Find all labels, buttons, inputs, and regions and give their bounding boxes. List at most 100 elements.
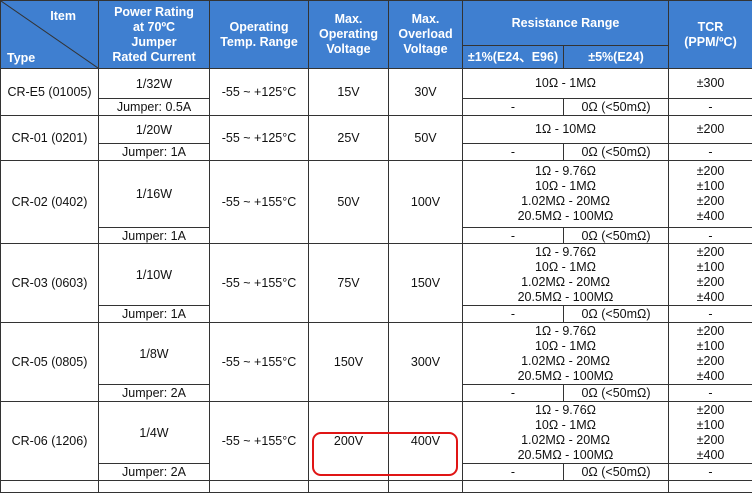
partial-cell xyxy=(0,480,99,493)
jumper-res-1pct: - xyxy=(462,305,564,323)
item-type-header: Item Type xyxy=(0,0,99,69)
partial-cell xyxy=(388,480,463,493)
range-line: 10Ω - 1MΩ xyxy=(534,338,597,353)
temp-cell: -55 ~ +155°C xyxy=(209,243,309,323)
tcr-line: ±400 xyxy=(696,289,725,304)
jumper-res-1pct: - xyxy=(462,227,564,244)
max-operating-cell: 200V xyxy=(308,401,389,481)
range-line: 1.02MΩ - 20MΩ xyxy=(521,274,610,289)
jumper-cell: Jumper: 1A xyxy=(98,227,210,244)
tcr-line: ±400 xyxy=(696,447,725,462)
max-operating-cell: 15V xyxy=(308,68,389,116)
tcr-line: ±300 xyxy=(696,76,725,90)
jumper-res-5pct: 0Ω (<50mΩ) xyxy=(563,305,669,323)
max-operating-cell: 150V xyxy=(308,322,389,402)
resistance-range-cell: 1Ω - 9.76Ω 10Ω - 1MΩ 1.02MΩ - 20MΩ 20.5MΩ -… xyxy=(462,243,669,306)
tcr-line: ±200 xyxy=(696,244,725,259)
max-overload-cell: 30V xyxy=(388,68,463,116)
temp-cell: -55 ~ +125°C xyxy=(209,68,309,116)
table-row: CR-E5 (01005) 1/32W -55 ~ +125°C 15V 30V 10Ω … xyxy=(0,68,752,116)
power-cell: 1/16W xyxy=(98,160,210,228)
type-cell: CR-02 (0402) xyxy=(0,160,99,244)
range-line: 1Ω - 10MΩ xyxy=(534,122,597,136)
partial-cell xyxy=(668,480,752,493)
jumper-res-5pct: 0Ω (<50mΩ) xyxy=(563,463,669,481)
jumper-cell: Jumper: 2A xyxy=(98,463,210,481)
type-cell: CR-01 (0201) xyxy=(0,115,99,161)
resistance-range-cell: 1Ω - 9.76Ω 10Ω - 1MΩ 1.02MΩ - 20MΩ 20.5MΩ -… xyxy=(462,160,669,228)
type-label: Type xyxy=(7,51,36,65)
range-line: 1.02MΩ - 20MΩ xyxy=(521,353,610,368)
jumper-res-5pct: 0Ω (<50mΩ) xyxy=(563,227,669,244)
jumper-tcr: - xyxy=(668,463,752,481)
range-line: 1Ω - 9.76Ω xyxy=(534,402,597,417)
jumper-res-1pct: - xyxy=(462,384,564,402)
temp-cell: -55 ~ +155°C xyxy=(209,322,309,402)
item-label: Item xyxy=(50,9,76,23)
partial-cell xyxy=(462,480,669,493)
range-line: 1.02MΩ - 20MΩ xyxy=(521,432,610,447)
max-operating-header: Max. Operating Voltage xyxy=(308,0,389,69)
table-row: CR-03 (0603) 1/10W -55 ~ +155°C 75V 150V 1Ω -… xyxy=(0,243,752,323)
max-operating-cell: 50V xyxy=(308,160,389,244)
max-overload-cell: 400V xyxy=(388,401,463,481)
table-row: CR-06 (1206) 1/4W -55 ~ +155°C 200V 400V 1Ω -… xyxy=(0,401,752,481)
range-line: 10Ω - 1MΩ xyxy=(534,259,597,274)
partial-cell xyxy=(209,480,309,493)
tcr-line: ±400 xyxy=(696,368,725,383)
tcr-line: ±200 xyxy=(696,402,725,417)
range-line: 10Ω - 1MΩ xyxy=(534,417,597,432)
jumper-cell: Jumper: 0.5A xyxy=(98,98,210,116)
max-operating-cell: 75V xyxy=(308,243,389,323)
type-cell: CR-E5 (01005) xyxy=(0,68,99,116)
res-5pct-header: ±5%(E24) xyxy=(563,45,669,69)
partial-cell xyxy=(308,480,389,493)
table-row-jumper: Jumper: 1A -0Ω (<50mΩ) - xyxy=(1,227,752,244)
tcr-line: ±100 xyxy=(696,179,725,193)
jumper-res-1pct: - xyxy=(462,143,564,161)
table-row-jumper: Jumper: 0.5A -0Ω (<50mΩ) - xyxy=(1,98,752,116)
resistance-range-cell: 1Ω - 10MΩ xyxy=(462,115,669,144)
max-overload-cell: 100V xyxy=(388,160,463,244)
type-cell: CR-06 (1206) xyxy=(0,401,99,481)
tcr-line: ±200 xyxy=(696,122,725,136)
temp-cell: -55 ~ +155°C xyxy=(209,160,309,244)
resistance-header: Resistance Range xyxy=(462,0,669,46)
range-line: 20.5MΩ - 100MΩ xyxy=(517,289,614,304)
resistance-range-cell: 10Ω - 1MΩ xyxy=(462,68,669,99)
resistance-range-cell: 1Ω - 9.76Ω 10Ω - 1MΩ 1.02MΩ - 20MΩ 20.5MΩ -… xyxy=(462,322,669,385)
jumper-res-5pct: 0Ω (<50mΩ) xyxy=(563,98,669,116)
table-row-jumper: Jumper: 2A -0Ω (<50mΩ) - xyxy=(1,463,752,481)
jumper-tcr: - xyxy=(668,305,752,323)
tcr-line: ±100 xyxy=(696,338,725,353)
range-line: 10Ω - 1MΩ xyxy=(534,179,597,193)
range-line: 20.5MΩ - 100MΩ xyxy=(517,368,614,383)
jumper-res-5pct: 0Ω (<50mΩ) xyxy=(563,384,669,402)
range-line: 20.5MΩ - 100MΩ xyxy=(517,447,614,462)
temp-cell: -55 ~ +155°C xyxy=(209,401,309,481)
jumper-tcr: - xyxy=(668,143,752,161)
table-row-jumper: Jumper: 1A -0Ω (<50mΩ) - xyxy=(1,305,752,323)
partial-cell xyxy=(98,480,210,493)
power-cell: 1/4W xyxy=(98,401,210,464)
power-cell: 1/20W xyxy=(98,115,210,144)
jumper-tcr: - xyxy=(668,227,752,244)
tcr-line: ±200 xyxy=(696,164,725,178)
resistance-range-cell: 1Ω - 9.76Ω 10Ω - 1MΩ 1.02MΩ - 20MΩ 20.5MΩ -… xyxy=(462,401,669,464)
jumper-res-1pct: - xyxy=(462,98,564,116)
range-line: 20.5MΩ - 100MΩ xyxy=(517,209,614,223)
table-row: CR-02 (0402) 1/16W -55 ~ +155°C 50V 100V 1Ω -… xyxy=(0,160,752,244)
range-line: 10Ω - 1MΩ xyxy=(534,76,597,90)
power-header: Power Rating at 70ºC Jumper Rated Current xyxy=(98,0,210,69)
jumper-cell: Jumper: 1A xyxy=(98,305,210,323)
res-1pct-header: ±1%(E24、E96) xyxy=(462,45,564,69)
range-line: 1Ω - 9.76Ω xyxy=(534,244,597,259)
range-line: 1Ω - 9.76Ω xyxy=(534,323,597,338)
tcr-line: ±200 xyxy=(696,323,725,338)
power-cell: 1/10W xyxy=(98,243,210,306)
range-line: 1.02MΩ - 20MΩ xyxy=(521,194,610,208)
tcr-header: TCR (PPM/ºC) xyxy=(668,0,752,69)
max-overload-cell: 50V xyxy=(388,115,463,161)
max-overload-cell: 150V xyxy=(388,243,463,323)
